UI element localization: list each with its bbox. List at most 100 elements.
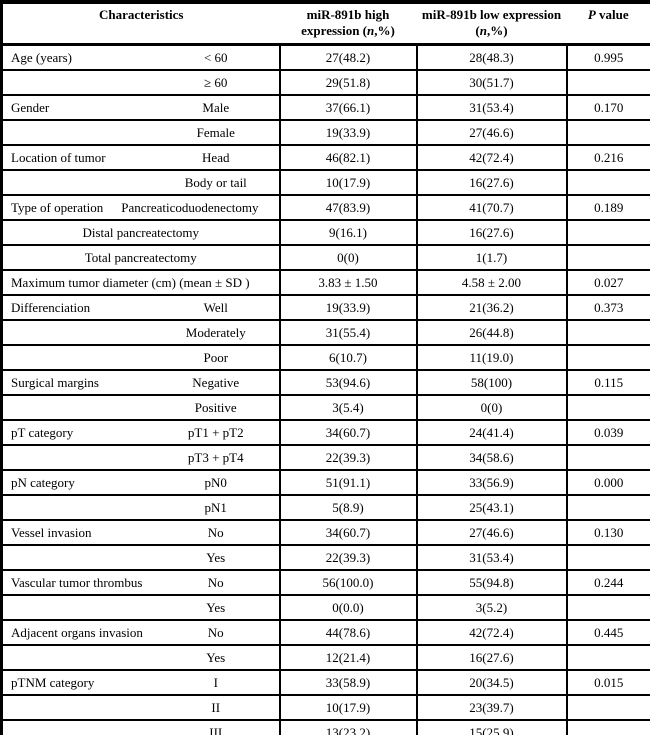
header-mir-high: miR-891b high expression (n,%) [279, 2, 417, 46]
mir-low-value-cell: 3(5.2) [415, 594, 568, 621]
characteristics-cell: Surgical margins Negative [0, 369, 281, 396]
mir-high-value-cell: 3(5.4) [278, 394, 418, 421]
table-row: Distal pancreatectomy 9(16.1) 16(27.6) [0, 219, 650, 246]
category-label: pN category [11, 474, 75, 490]
subcategory-label: Negative [192, 374, 240, 390]
header-mir-high-line1: miR-891b high [306, 7, 390, 22]
category-label: Surgical margins [11, 374, 99, 390]
p-value-cell: 0.130 [565, 519, 650, 546]
subcategory-label: No [207, 524, 224, 540]
characteristics-cell: Gender Male [0, 94, 281, 121]
subcategory-label: ≥ 60 [204, 74, 228, 90]
subcategory-label: Moderately [185, 324, 246, 340]
p-symbol: P [587, 7, 596, 22]
subcategory-label: Poor [203, 349, 229, 365]
mir-high-value-cell: 5(8.9) [278, 494, 418, 521]
category-label: pTNM category [11, 674, 95, 690]
p-value-cell: 0.244 [565, 569, 650, 596]
mir-high-value-cell: 37(66.1) [278, 94, 418, 121]
p-value-cell: 0.995 [565, 43, 650, 71]
subcategory-label: Distal pancreatectomy [82, 224, 200, 240]
table-row: ≥ 60 29(51.8) 30(51.7) [0, 69, 650, 96]
mir-high-value-cell: 9(16.1) [278, 219, 418, 246]
p-value-cell [565, 219, 650, 246]
p-value-cell: 0.170 [565, 94, 650, 121]
category-label: Differenciation [11, 299, 91, 315]
category-label: Age (years) [11, 49, 72, 65]
mir-high-value-cell: 19(33.9) [278, 119, 418, 146]
subcategory-label: Yes [206, 549, 226, 565]
table-row: Age (years) < 60 27(48.2) 28(48.3) 0.995 [0, 43, 650, 71]
subcategory-label: Pancreaticoduodenectomy [121, 199, 259, 215]
category-label: Gender [11, 99, 50, 115]
n-symbol: n [367, 23, 375, 38]
mir-low-value-cell: 28(48.3) [415, 43, 568, 71]
mir-high-value-cell: 31(55.4) [278, 319, 418, 346]
table-row: Yes 22(39.3) 31(53.4) [0, 544, 650, 571]
subcategory-label: pT1 + pT2 [187, 424, 244, 440]
mir-low-value-cell: 34(58.6) [415, 444, 568, 471]
table-row: Vascular tumor thrombus No 56(100.0) 55(94.… [0, 569, 650, 596]
p-value-cell [565, 594, 650, 621]
mir-low-value-cell: 30(51.7) [415, 69, 568, 96]
mir-high-value-cell: 33(58.9) [278, 669, 418, 696]
characteristics-cell: II [0, 694, 281, 721]
characteristics-cell: pN category pN0 [0, 469, 281, 496]
p-value-cell [565, 544, 650, 571]
characteristics-cell: Positive [0, 394, 281, 421]
p-value-cell [565, 694, 650, 721]
subcategory-label: pN0 [204, 474, 227, 490]
subcategory-label: I [213, 674, 218, 690]
characteristics-cell: Location of tumor Head [0, 144, 281, 171]
n-symbol: n [479, 23, 487, 38]
p-value-cell [565, 119, 650, 146]
subcategory-label: Well [203, 299, 228, 315]
header-p-value: P value [566, 2, 650, 46]
subcategory-label: III [209, 724, 223, 735]
header-p-value-rest: value [595, 7, 629, 22]
characteristics-cell: Distal pancreatectomy [0, 219, 281, 246]
table-row: Gender Male 37(66.1) 31(53.4) 0.170 [0, 94, 650, 121]
mir-low-value-cell: 31(53.4) [415, 94, 568, 121]
characteristics-cell: Vascular tumor thrombus No [0, 569, 281, 596]
category-label: Vascular tumor thrombus [11, 574, 143, 590]
characteristics-cell: Yes [0, 544, 281, 571]
header-characteristics-label: Characteristics [99, 7, 184, 22]
subcategory-label: Head [202, 149, 230, 165]
mir-low-value-cell: 23(39.7) [415, 694, 568, 721]
subcategory-label: Total pancreatectomy [84, 249, 197, 265]
p-value-cell: 0.000 [565, 469, 650, 496]
mir-high-value-cell: 27(48.2) [278, 43, 418, 71]
characteristics-cell: pT3 + pT4 [0, 444, 281, 471]
table-row: Location of tumor Head 46(82.1) 42(72.4) 0.2… [0, 144, 650, 171]
table-row: pN category pN0 51(91.1) 33(56.9) 0.000 [0, 469, 650, 496]
characteristics-cell: pN1 [0, 494, 281, 521]
p-value-cell [565, 494, 650, 521]
mir-high-value-cell: 10(17.9) [278, 169, 418, 196]
mir-high-value-cell: 13(23.2) [278, 719, 418, 735]
characteristics-cell: pTNM category I [0, 669, 281, 696]
table-row: Adjacent organs invasion No 44(78.6) 42(72.… [0, 619, 650, 646]
header-mir-low-line1: miR-891b low expression [421, 7, 562, 22]
mir-high-value-cell: 56(100.0) [278, 569, 418, 596]
table-row: Positive 3(5.4) 0(0) [0, 394, 650, 421]
p-value-cell: 0.445 [565, 619, 650, 646]
p-value-cell: 0.027 [565, 269, 650, 296]
category-label: Adjacent organs invasion [11, 624, 143, 640]
mir-low-value-cell: 15(25.9) [415, 719, 568, 735]
characteristics-cell: Maximum tumor diameter (cm) (mean ± SD ) [0, 269, 281, 296]
p-value-cell: 0.039 [565, 419, 650, 446]
mir-high-value-cell: 34(60.7) [278, 519, 418, 546]
category-label: Location of tumor [11, 149, 106, 165]
characteristics-cell: Total pancreatectomy [0, 244, 281, 271]
p-value-cell: 0.015 [565, 669, 650, 696]
subcategory-label: II [211, 699, 221, 715]
mir-high-value-cell: 3.83 ± 1.50 [278, 269, 418, 296]
mir-high-value-cell: 19(33.9) [278, 294, 418, 321]
characteristics-cell: III [0, 719, 281, 735]
table-row: Moderately 31(55.4) 26(44.8) [0, 319, 650, 346]
characteristics-cell: ≥ 60 [0, 69, 281, 96]
p-value-cell [565, 244, 650, 271]
subcategory-label: pT3 + pT4 [187, 449, 244, 465]
